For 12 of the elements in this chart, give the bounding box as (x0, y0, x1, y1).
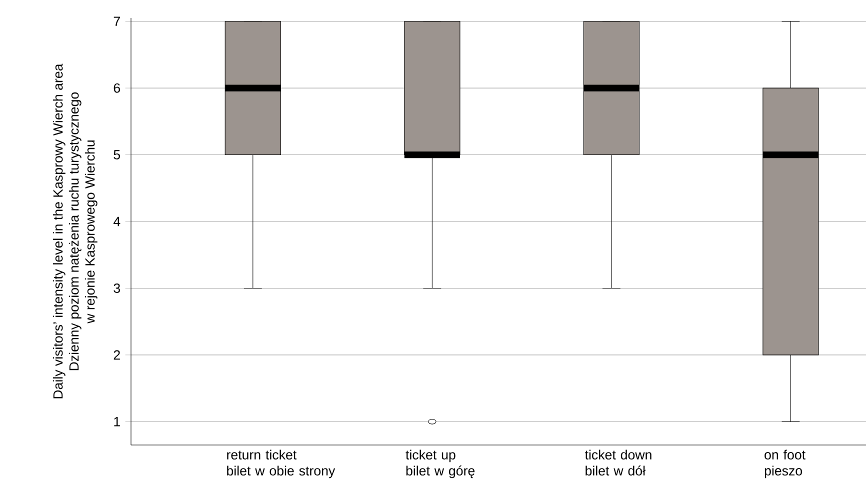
y-tick-label: 4 (114, 216, 120, 226)
y-axis-title: Daily visitors’ intensity level in the Kasprowy Wierch area Dzienny poziom natężenia ruchu turystycznego w rejonie Kasprowego Wierchu (52, 64, 98, 398)
y-tick-label: 2 (114, 350, 120, 360)
x-tick-label: return ticket bilet w obie strony (227, 450, 336, 478)
x-tick-label: ticket down bilet w dół (584, 450, 652, 476)
y-tick-label: 3 (114, 283, 120, 293)
y-tick-label: 5 (114, 150, 120, 160)
x-tick-label: on foot pieszo (764, 450, 806, 478)
y-tick-label: 6 (114, 83, 120, 93)
y-tick-label: 1 (114, 417, 120, 426)
x-tick-label: ticket up bilet w górę (406, 450, 475, 478)
y-tick-label: 7 (114, 16, 120, 26)
